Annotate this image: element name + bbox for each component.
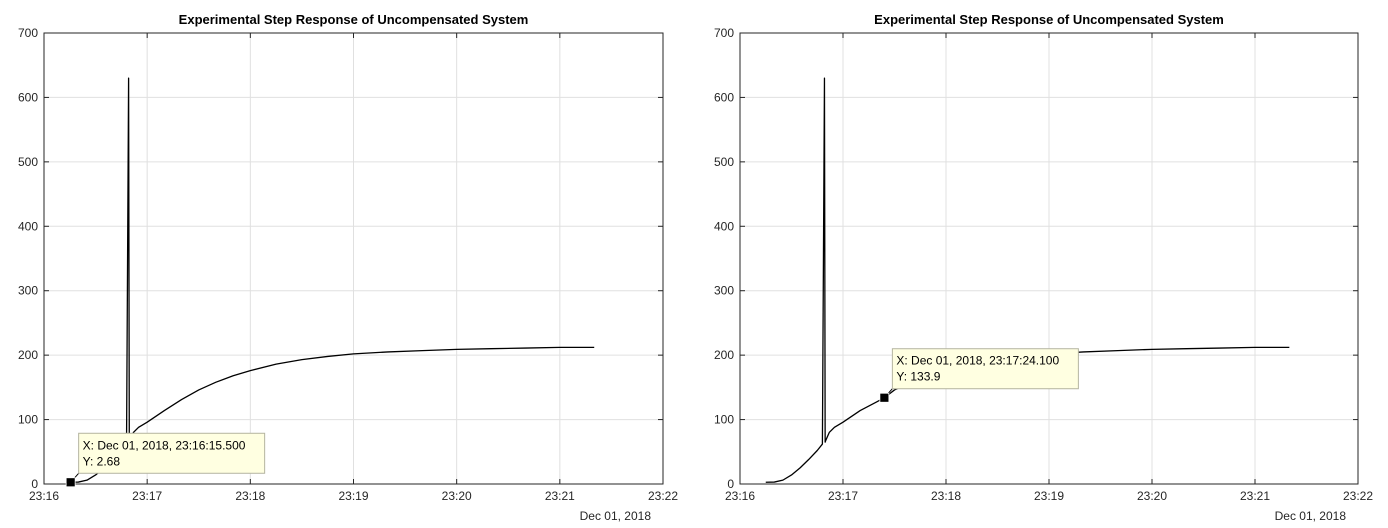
datatip-x-text: X: Dec 01, 2018, 23:17:24.100 — [896, 354, 1059, 368]
x-tick-label: 23:17 — [132, 489, 162, 503]
x-tick-label: 23:22 — [1343, 489, 1373, 503]
chart-panel-1: 23:16 23:17 23:18 23:19 23:20 23:21 23:22 0 100 2… — [18, 12, 678, 523]
x-tick-label: 23:18 — [931, 489, 961, 503]
x-date-label: Dec 01, 2018 — [1275, 509, 1347, 523]
y-tick-label: 700 — [714, 26, 734, 40]
datatip-marker[interactable] — [879, 392, 890, 403]
datatip-y-text: Y: 133.9 — [896, 370, 940, 384]
x-tick-label: 23:22 — [648, 489, 678, 503]
x-tick-label: 23:19 — [1034, 489, 1064, 503]
chart-title: Experimental Step Response of Uncompensa… — [874, 12, 1224, 27]
x-tick-label: 23:16 — [725, 489, 755, 503]
y-tick-label: 0 — [31, 477, 38, 491]
x-tick-label: 23:19 — [338, 489, 368, 503]
x-tick-label: 23:16 — [29, 489, 59, 503]
y-tick-label: 400 — [18, 219, 38, 233]
y-tick-label: 100 — [714, 413, 734, 427]
y-tick-label: 400 — [714, 219, 734, 233]
chart-title: Experimental Step Response of Uncompensa… — [179, 12, 529, 27]
x-tick-label: 23:20 — [442, 489, 472, 503]
y-tick-label: 0 — [727, 477, 734, 491]
x-tick-label: 23:17 — [828, 489, 858, 503]
y-tick-label: 300 — [714, 284, 734, 298]
datatip-y-text: Y: 2.68 — [83, 454, 121, 468]
y-tick-label: 500 — [714, 155, 734, 169]
x-tick-label: 23:21 — [1240, 489, 1270, 503]
y-tick-label: 200 — [18, 348, 38, 362]
datatip-box[interactable] — [78, 432, 266, 474]
y-tick-label: 600 — [714, 90, 734, 104]
y-tick-label: 700 — [18, 26, 38, 40]
y-tick-label: 100 — [18, 413, 38, 427]
x-tick-label: 23:18 — [235, 489, 265, 503]
chart-panel-2: 23:16 23:17 23:18 23:19 23:20 23:21 23:22 0 100 2… — [714, 12, 1373, 523]
y-tick-label: 200 — [714, 348, 734, 362]
x-tick-label: 23:21 — [545, 489, 575, 503]
datatip-x-text: X: Dec 01, 2018, 23:16:15.500 — [83, 438, 246, 452]
y-tick-label: 300 — [18, 284, 38, 298]
datatip-marker[interactable] — [65, 477, 76, 488]
y-tick-label: 500 — [18, 155, 38, 169]
datatip-box[interactable] — [891, 348, 1079, 390]
y-tick-label: 600 — [18, 90, 38, 104]
x-date-label: Dec 01, 2018 — [580, 509, 652, 523]
x-tick-label: 23:20 — [1137, 489, 1167, 503]
